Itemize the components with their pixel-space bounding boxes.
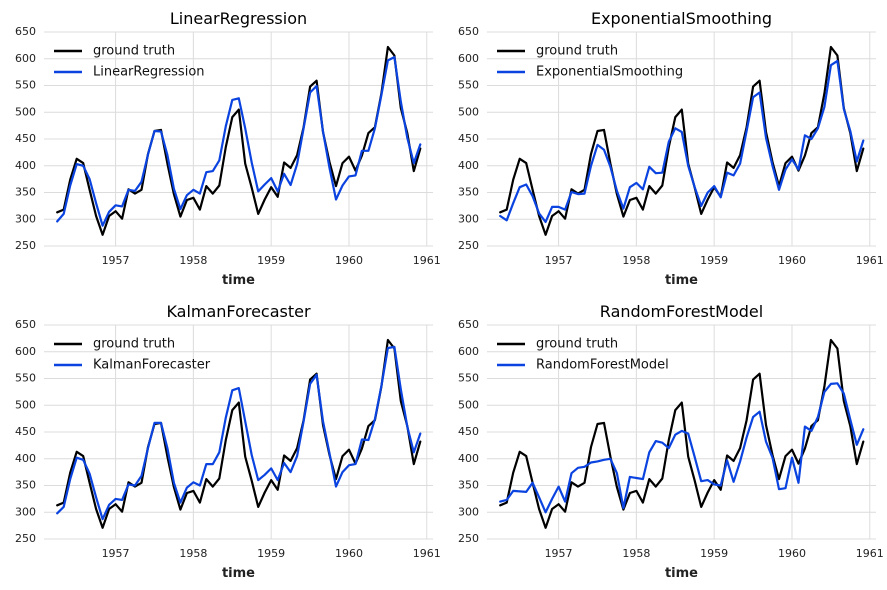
y-tick-label: 650 bbox=[15, 25, 36, 38]
series-line-model bbox=[499, 59, 865, 223]
chart-panel-1: 250 300 350 400 450 500 550 600 650 1957 1958 1959 1… bbox=[15, 9, 441, 288]
legend-label: ground truth bbox=[536, 44, 618, 59]
series-line-model bbox=[56, 55, 422, 227]
y-tick-label: 250 bbox=[458, 532, 479, 545]
x-tick-label: 1958 bbox=[179, 254, 207, 267]
x-tick-label: 1960 bbox=[778, 254, 806, 267]
x-tick-label: 1957 bbox=[102, 547, 130, 560]
x-axis-label: time bbox=[665, 566, 698, 581]
y-tick-label: 250 bbox=[15, 532, 36, 545]
y-tick-label: 250 bbox=[458, 239, 479, 252]
y-tick-label: 600 bbox=[458, 52, 479, 65]
y-tick-label: 400 bbox=[458, 452, 479, 465]
y-tick-label: 500 bbox=[458, 398, 479, 411]
y-tick-label: 300 bbox=[458, 505, 479, 518]
y-tick-label: 300 bbox=[15, 505, 36, 518]
x-tick-label: 1960 bbox=[778, 547, 806, 560]
chart-title: ExponentialSmoothing bbox=[591, 9, 772, 28]
legend-label: ground truth bbox=[93, 44, 175, 59]
x-tick-label: 1961 bbox=[413, 254, 441, 267]
legend: ground truth ExponentialSmoothing bbox=[497, 44, 683, 80]
y-tick-label: 250 bbox=[15, 239, 36, 252]
series-line-model bbox=[56, 345, 422, 521]
x-tick-label: 1957 bbox=[545, 254, 573, 267]
y-tick-label: 550 bbox=[15, 79, 36, 92]
y-tick-label: 650 bbox=[458, 318, 479, 331]
y-tick-label: 400 bbox=[15, 159, 36, 172]
y-tick-label: 550 bbox=[458, 372, 479, 385]
x-tick-label: 1957 bbox=[545, 547, 573, 560]
y-tick-label: 450 bbox=[15, 132, 36, 145]
y-tick-label: 300 bbox=[15, 212, 36, 225]
chart-title: KalmanForecaster bbox=[166, 302, 311, 321]
x-tick-label: 1959 bbox=[257, 254, 285, 267]
y-tick-label: 550 bbox=[15, 372, 36, 385]
legend-label: KalmanForecaster bbox=[93, 358, 211, 373]
y-tick-label: 500 bbox=[15, 105, 36, 118]
series-line-ground-truth bbox=[499, 45, 865, 236]
x-axis-label: time bbox=[665, 273, 698, 288]
y-tick-label: 350 bbox=[458, 186, 479, 199]
legend-label: ground truth bbox=[93, 337, 175, 352]
x-axis-label: time bbox=[222, 566, 255, 581]
chart-title: LinearRegression bbox=[170, 9, 307, 28]
y-tick-label: 550 bbox=[458, 79, 479, 92]
legend-label: ground truth bbox=[536, 337, 618, 352]
legend-label: RandomForestModel bbox=[536, 358, 669, 373]
legend: ground truth KalmanForecaster bbox=[54, 337, 211, 373]
y-tick-label: 500 bbox=[15, 398, 36, 411]
x-axis-label: time bbox=[222, 273, 255, 288]
series-line-model bbox=[499, 382, 865, 514]
x-tick-label: 1958 bbox=[179, 547, 207, 560]
y-tick-label: 350 bbox=[458, 479, 479, 492]
x-tick-label: 1960 bbox=[335, 547, 363, 560]
chart-panel-4: 250 300 350 400 450 500 550 600 650 1957 1958 1959 1… bbox=[458, 302, 884, 581]
legend: ground truth RandomForestModel bbox=[497, 337, 669, 373]
x-tick-label: 1961 bbox=[413, 547, 441, 560]
x-tick-label: 1958 bbox=[622, 254, 650, 267]
y-tick-label: 350 bbox=[15, 186, 36, 199]
chart-panel-3: 250 300 350 400 450 500 550 600 650 1957 1958 1959 1… bbox=[15, 302, 441, 581]
x-tick-label: 1959 bbox=[700, 547, 728, 560]
x-tick-label: 1958 bbox=[622, 547, 650, 560]
y-tick-label: 500 bbox=[458, 105, 479, 118]
y-tick-label: 450 bbox=[458, 132, 479, 145]
x-tick-label: 1959 bbox=[700, 254, 728, 267]
y-tick-label: 450 bbox=[15, 425, 36, 438]
x-tick-label: 1960 bbox=[335, 254, 363, 267]
gridlines bbox=[44, 324, 433, 540]
y-tick-label: 350 bbox=[15, 479, 36, 492]
y-tick-label: 450 bbox=[458, 425, 479, 438]
y-tick-label: 400 bbox=[458, 159, 479, 172]
legend: ground truth LinearRegression bbox=[54, 44, 205, 80]
legend-label: LinearRegression bbox=[93, 65, 205, 80]
y-tick-label: 600 bbox=[15, 52, 36, 65]
x-tick-label: 1961 bbox=[856, 547, 884, 560]
legend-label: ExponentialSmoothing bbox=[536, 65, 683, 80]
x-tick-label: 1959 bbox=[257, 547, 285, 560]
y-tick-label: 600 bbox=[15, 345, 36, 358]
x-tick-label: 1957 bbox=[102, 254, 130, 267]
y-tick-label: 650 bbox=[458, 25, 479, 38]
series-line-ground-truth bbox=[56, 338, 422, 529]
chart-title: RandomForestModel bbox=[600, 302, 763, 321]
chart-panel-2: 250 300 350 400 450 500 550 600 650 1957 1958 1959 1… bbox=[458, 9, 884, 288]
y-tick-label: 650 bbox=[15, 318, 36, 331]
x-tick-label: 1961 bbox=[856, 254, 884, 267]
y-tick-label: 600 bbox=[458, 345, 479, 358]
y-tick-label: 300 bbox=[458, 212, 479, 225]
y-tick-label: 400 bbox=[15, 452, 36, 465]
